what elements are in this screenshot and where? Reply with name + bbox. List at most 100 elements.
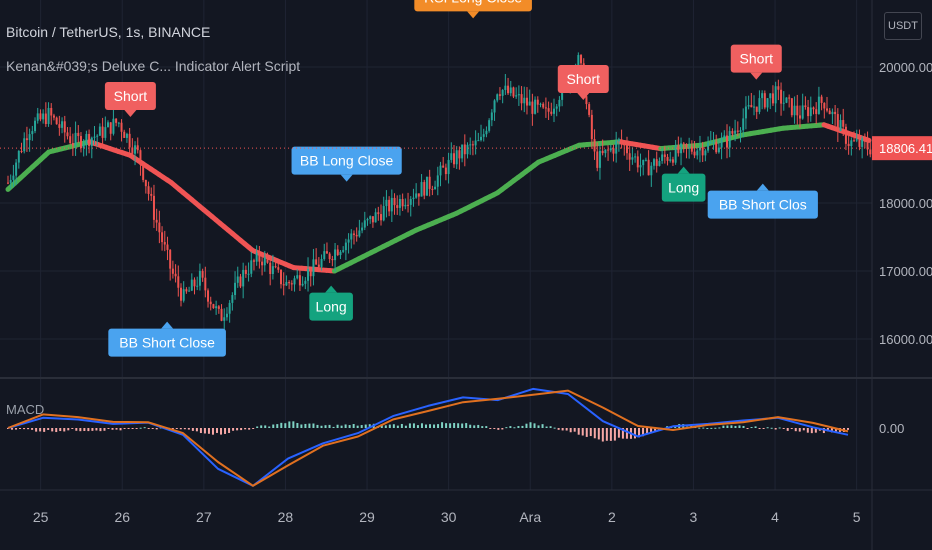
macd-histogram-bar [802, 428, 805, 431]
y-tick-label: 17000.00 [879, 264, 932, 279]
candle-body [155, 219, 158, 223]
signal-pointer [467, 11, 480, 19]
candle-body [628, 153, 631, 160]
candle-body [425, 176, 428, 196]
macd-histogram-bar [537, 425, 540, 428]
candle-body [534, 99, 537, 114]
candle-body [28, 134, 31, 141]
signal-label: BB Long Close [291, 146, 402, 182]
candle-body [331, 259, 334, 261]
macd-histogram-bar [288, 421, 291, 428]
candle-body [142, 164, 145, 180]
macd-pane [7, 387, 849, 487]
candle-body [444, 167, 447, 175]
candle-body [201, 270, 204, 278]
macd-histogram-bar [806, 428, 809, 433]
macd-histogram-bar [794, 428, 797, 432]
candle-body [282, 284, 285, 286]
candle-body [150, 193, 153, 196]
macd-histogram-bar [449, 423, 452, 428]
macd-histogram-bar [51, 428, 54, 432]
macd-histogram-bar [553, 427, 556, 429]
macd-histogram-bar [710, 427, 713, 429]
currency-badge[interactable]: USDT [884, 12, 922, 40]
candle-body [661, 154, 664, 161]
candle-body [266, 257, 269, 263]
candle-body [61, 121, 64, 128]
signal-box [707, 190, 818, 219]
macd-histogram-bar [244, 428, 247, 430]
macd-histogram-bar [207, 428, 210, 434]
macd-histogram-bar [408, 423, 411, 428]
candle-body [312, 259, 315, 277]
candle-body [785, 97, 788, 103]
macd-histogram-bar [633, 428, 636, 439]
candle-body [782, 102, 785, 104]
candle-body [166, 244, 169, 250]
macd-histogram-bar [260, 425, 263, 428]
candle-body [117, 122, 120, 124]
signal-box [414, 0, 532, 12]
candle-body [842, 120, 845, 127]
candle-body [688, 146, 691, 148]
candle-body [531, 101, 534, 114]
candle-body [480, 136, 483, 141]
candle-body [731, 131, 734, 134]
signal-label: Long [309, 285, 353, 321]
macd-histogram-bar [320, 425, 323, 428]
macd-histogram-bar [115, 428, 118, 430]
macd-histogram-bar [702, 427, 705, 429]
candle-body [215, 306, 218, 309]
candle-body [855, 139, 858, 141]
macd-histogram-bar [276, 424, 279, 428]
macd-histogram-bar [561, 428, 564, 431]
macd-histogram-bar [95, 428, 98, 431]
candle-body [769, 93, 772, 99]
candle-body [377, 212, 380, 215]
candle-body [323, 251, 326, 260]
candle-body [209, 301, 212, 305]
macd-histogram-bar [23, 428, 26, 430]
candle-body [631, 157, 634, 160]
macd-histogram-bar [179, 428, 182, 430]
candle-body [66, 132, 69, 137]
macd-histogram-bar [252, 428, 255, 429]
candle-body [663, 154, 666, 157]
macd-histogram-bar [316, 424, 319, 428]
candle-body [271, 266, 274, 274]
macd-histogram-bar [786, 428, 789, 431]
candle-body [307, 269, 310, 281]
x-tick-label: 28 [278, 509, 294, 525]
candle-body [766, 98, 769, 108]
candle-body [255, 252, 258, 262]
candle-body [290, 283, 293, 285]
candle-body [847, 143, 850, 147]
candle-body [220, 308, 223, 321]
macd-label: MACD [6, 402, 45, 417]
macd-histogram-bar [445, 423, 448, 428]
macd-histogram-bar [790, 428, 793, 430]
candle-body [496, 94, 499, 101]
candle-body [82, 143, 85, 149]
macd-histogram-bar [47, 428, 50, 430]
candle-body [844, 126, 847, 144]
macd-histogram-bar [139, 427, 142, 429]
macd-histogram-bar [364, 424, 367, 428]
candle-body [298, 275, 301, 286]
candle-body [112, 118, 115, 134]
candle-body [393, 197, 396, 206]
candle-body [442, 165, 445, 168]
macd-histogram-bar [810, 428, 813, 434]
x-tick-label: 30 [441, 509, 457, 525]
candle-body [161, 232, 164, 243]
macd-histogram-bar [509, 426, 512, 428]
macd-histogram-bar [750, 427, 753, 429]
macd-histogram-bar [352, 424, 355, 428]
candle-body [704, 150, 707, 156]
candle-body [777, 86, 780, 90]
candle-body [355, 234, 358, 237]
candle-body [653, 159, 656, 166]
signal-pointer [756, 183, 769, 191]
